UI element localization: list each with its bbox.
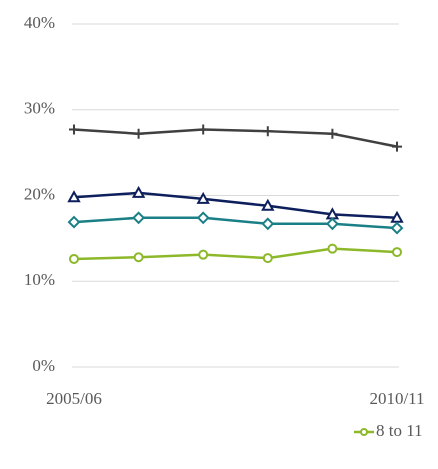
marker xyxy=(261,198,275,211)
marker xyxy=(262,126,273,137)
marker xyxy=(131,185,146,198)
marker xyxy=(133,128,144,139)
series-line xyxy=(73,216,398,230)
marker xyxy=(198,249,209,260)
marker xyxy=(392,247,402,258)
marker xyxy=(67,190,81,203)
marker xyxy=(327,128,338,139)
x-tick-label: 2005/06 xyxy=(46,389,102,408)
series-line xyxy=(73,128,398,148)
marker xyxy=(196,191,210,204)
y-tick-label: 40% xyxy=(24,13,55,32)
marker xyxy=(69,253,79,264)
legend-label: 8 to 11 xyxy=(376,421,423,440)
marker xyxy=(261,217,275,231)
marker xyxy=(325,217,339,231)
y-tick-label: 10% xyxy=(24,270,55,289)
marker xyxy=(327,243,338,254)
series-line xyxy=(73,247,398,261)
marker xyxy=(262,253,273,264)
marker xyxy=(390,210,404,223)
marker xyxy=(325,207,340,220)
x-tick-label: 2010/11 xyxy=(369,389,424,408)
marker xyxy=(69,124,79,135)
marker xyxy=(196,211,210,225)
marker xyxy=(390,221,404,235)
marker xyxy=(67,215,81,229)
marker xyxy=(360,428,368,436)
marker xyxy=(392,141,402,152)
marker xyxy=(132,211,146,225)
y-tick-label: 0% xyxy=(32,356,55,375)
series-line xyxy=(73,191,398,220)
marker xyxy=(133,252,144,263)
marker xyxy=(198,124,209,135)
y-tick-label: 20% xyxy=(24,184,55,203)
y-tick-label: 30% xyxy=(24,99,55,118)
